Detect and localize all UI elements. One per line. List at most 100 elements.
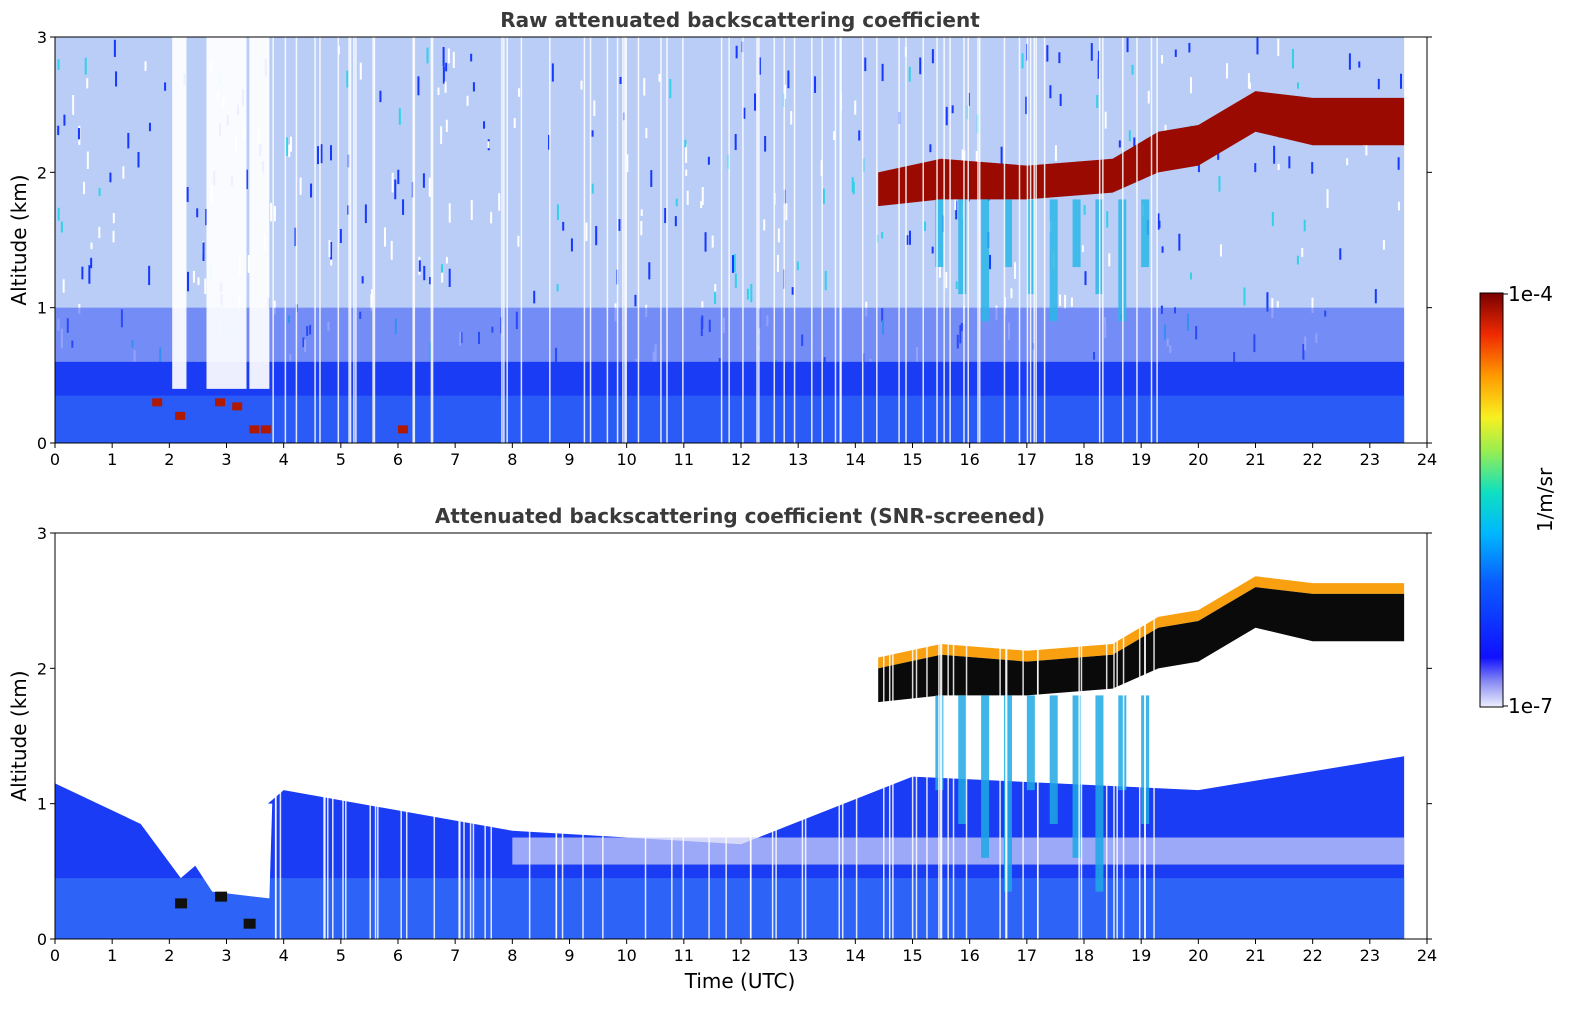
- data-gap-line: [861, 37, 864, 443]
- noise-speckle: [426, 47, 429, 64]
- noise-speckle: [1128, 130, 1131, 142]
- noise-speckle: [472, 82, 475, 92]
- panel1-x-ticks: 0 1 2 3 4 5 6 7 8 9 10 11 12 13 14 15 16 17 18 19 20 21 22 23 24: [50, 443, 1437, 469]
- noise-speckle: [975, 150, 978, 166]
- noise-speckle: [1059, 93, 1062, 106]
- noise-speckle: [1346, 158, 1349, 166]
- noise-speckle: [164, 82, 167, 91]
- noise-speckle: [1276, 301, 1279, 308]
- noise-speckle: [1147, 90, 1150, 104]
- noise-speckle: [790, 111, 793, 125]
- data-gap-line: [555, 533, 558, 939]
- screened-gap: [163, 803, 273, 899]
- x-tick-label: 17: [1017, 450, 1037, 469]
- x-tick-label: 5: [336, 946, 346, 965]
- data-gap-line: [412, 37, 414, 443]
- data-gap-line: [348, 37, 350, 443]
- data-gap-line: [682, 37, 684, 443]
- noise-speckle: [310, 183, 313, 198]
- data-gap-line: [905, 37, 907, 443]
- data-gap-line: [771, 533, 774, 939]
- panel1-title: Raw attenuated backscattering coefficien…: [500, 8, 980, 32]
- data-gap-line: [811, 37, 813, 443]
- noise-speckle: [750, 283, 753, 303]
- data-gap-line: [943, 37, 945, 443]
- colorbar-max-label: 1e-4: [1508, 282, 1553, 306]
- data-gap-line: [775, 533, 777, 939]
- data-gap-line: [295, 37, 298, 443]
- noise-speckle: [447, 48, 450, 64]
- data-gap-line: [949, 37, 951, 443]
- data-gap-line: [977, 37, 979, 443]
- noise-speckle: [701, 186, 704, 205]
- panel2-plot-area: [55, 533, 1405, 939]
- noise-speckle: [470, 53, 473, 62]
- panel1-plot-area: [55, 37, 1405, 443]
- data-gap-line: [345, 533, 347, 939]
- data-gap-line: [773, 37, 776, 443]
- noise-speckle: [1014, 262, 1017, 279]
- noise-speckle: [498, 193, 501, 211]
- noise-speckle: [429, 276, 432, 285]
- data-gap-line: [1029, 37, 1032, 443]
- x-tick-label: 0: [50, 946, 60, 965]
- panel2-y-ticks: 0 1 2 3: [37, 524, 1432, 949]
- noise-speckle: [1303, 219, 1306, 232]
- data-gap-line: [936, 37, 938, 443]
- data-gap-line: [616, 37, 619, 443]
- noise-speckle: [955, 281, 958, 289]
- data-gap-line: [1150, 37, 1153, 443]
- noise-speckle: [285, 137, 288, 156]
- noise-speckle: [1296, 255, 1299, 265]
- data-gap-line: [1037, 533, 1039, 939]
- x-tick-label: 11: [674, 946, 694, 965]
- noise-speckle: [733, 253, 736, 273]
- precip-streak: [1141, 199, 1150, 268]
- noise-speckle: [86, 151, 89, 169]
- noise-speckle: [645, 128, 648, 139]
- noise-speckle: [1382, 239, 1385, 250]
- x-tick-label: 14: [845, 946, 865, 965]
- noise-speckle: [84, 57, 87, 75]
- data-gap-line: [549, 37, 551, 443]
- x-tick-label: 18: [1074, 946, 1094, 965]
- noise-speckle: [417, 76, 420, 96]
- noise-speckle: [440, 264, 443, 273]
- surface-return: [215, 398, 226, 407]
- noise-speckle: [643, 78, 646, 96]
- data-gap-line: [999, 533, 1001, 939]
- noise-speckle: [466, 95, 469, 106]
- cloud-layer: [878, 587, 1405, 703]
- snr-screened-backscatter-panel: Attenuated backscattering coefficient (S…: [7, 504, 1437, 993]
- data-gap-line: [783, 37, 785, 443]
- noise-speckle: [86, 78, 89, 89]
- noise-speckle: [1243, 287, 1246, 306]
- noise-speckle: [547, 134, 550, 150]
- data-gap-line: [1043, 37, 1046, 443]
- surface-return: [249, 425, 260, 434]
- x-tick-label: 8: [507, 946, 517, 965]
- data-gap-line: [876, 37, 878, 443]
- data-gap-line: [374, 533, 377, 939]
- noise-speckle: [1174, 49, 1177, 57]
- data-gap-line: [433, 533, 436, 939]
- y-tick-label: 3: [37, 524, 47, 543]
- colorbar-min-label: 1e-7: [1508, 694, 1553, 718]
- noise-speckle: [787, 70, 790, 89]
- x-tick-label: 21: [1245, 450, 1265, 469]
- data-gap-line: [1005, 533, 1008, 939]
- noise-speckle: [192, 271, 195, 283]
- data-gap-line: [1105, 533, 1108, 939]
- noise-speckle: [881, 63, 884, 82]
- noise-speckle: [734, 273, 737, 288]
- precip-streak: [958, 695, 967, 824]
- noise-speckle: [945, 106, 948, 126]
- data-gap-line: [1102, 37, 1104, 443]
- noise-speckle: [1226, 63, 1229, 79]
- noise-speckle: [90, 242, 93, 250]
- data-gap-line: [323, 533, 325, 939]
- noise-speckle: [595, 225, 598, 246]
- data-gap-line: [756, 37, 758, 443]
- data-gap-line: [484, 533, 486, 939]
